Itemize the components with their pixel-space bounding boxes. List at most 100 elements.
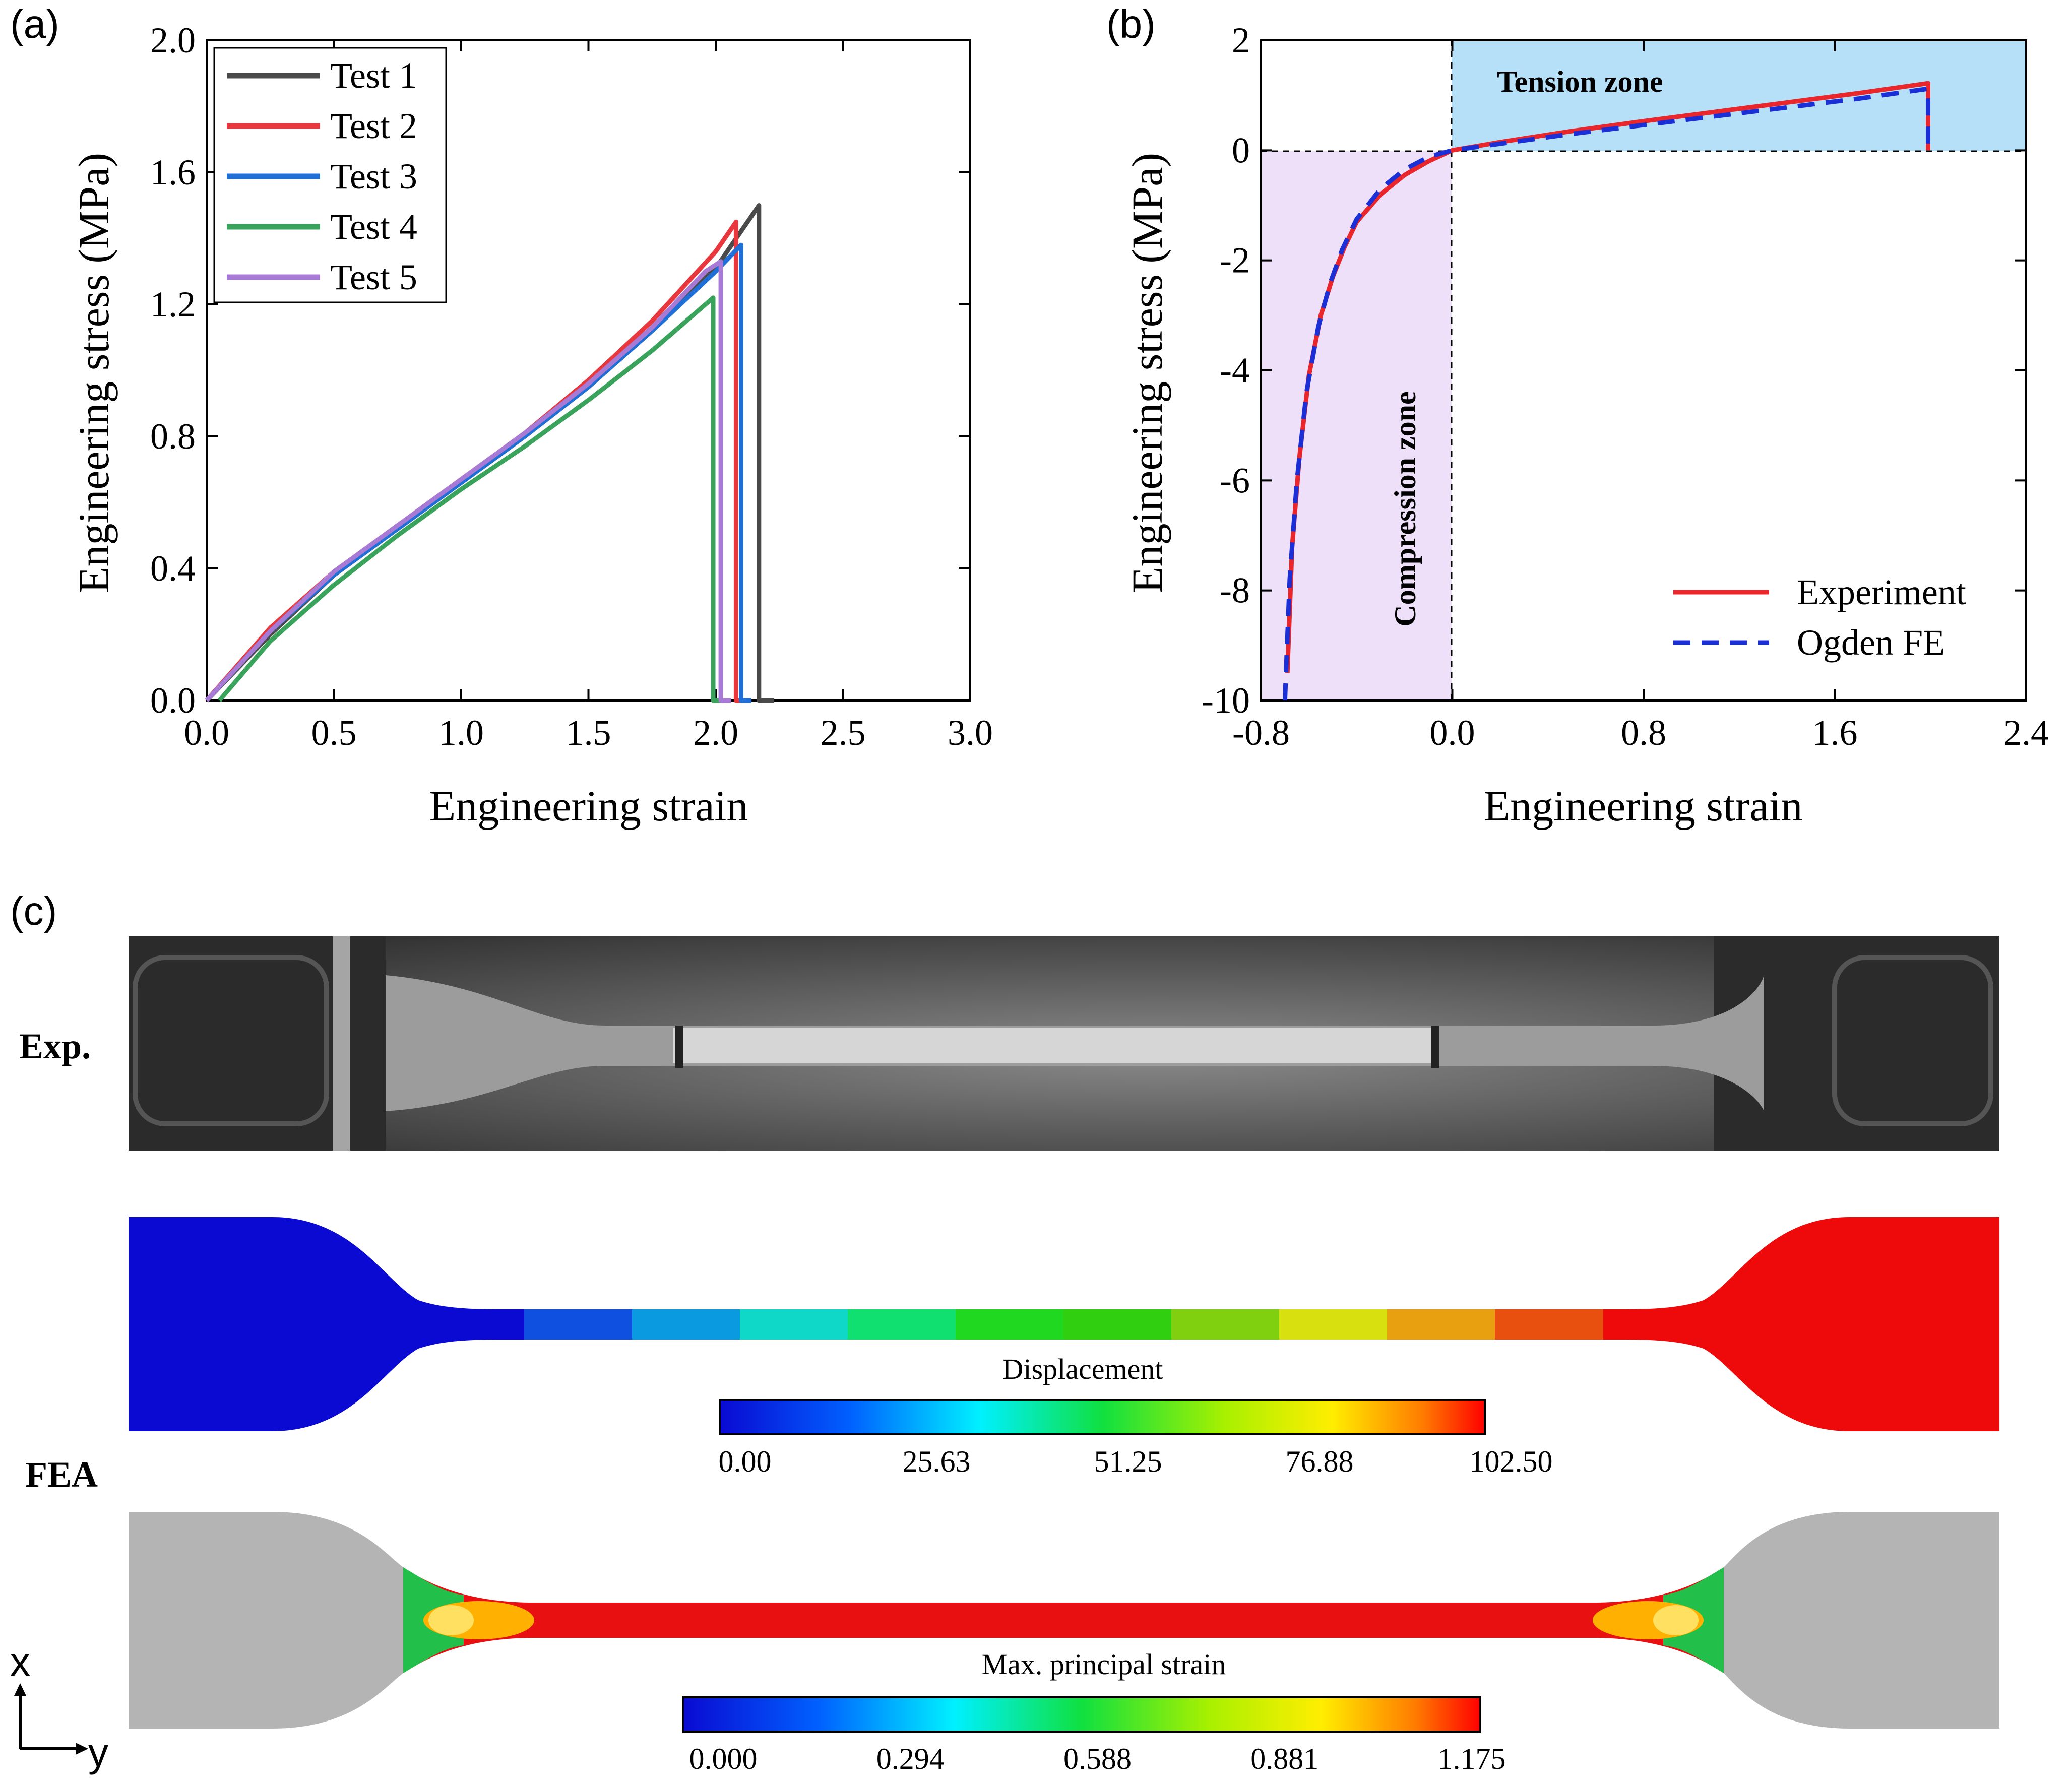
legend-label: Ogden FE xyxy=(1797,622,1945,663)
tension-zone-label: Tension zone xyxy=(1497,65,1663,98)
panel-a: (a) 0.0 0.5 1.0 1.5 2.0 2.5 3.0 0.0 0.4 0.8 1.2 1.6… xyxy=(10,2,993,830)
ticks-b: -0.8 0.0 0.8 1.6 2.4 2 0 -2 -4 -6 -8 -10 xyxy=(1202,20,2049,753)
legend-label: Test 2 xyxy=(330,106,417,146)
displacement-band xyxy=(740,1309,848,1340)
x-tick-label: 0.0 xyxy=(1430,713,1475,753)
x-tick-label: 0.8 xyxy=(1621,713,1666,753)
displacement-band xyxy=(956,1309,1064,1340)
y-tick-label: 2.0 xyxy=(150,20,196,60)
colorbar-tick-label: 102.50 xyxy=(1470,1445,1553,1478)
y-tick-label: 0.8 xyxy=(150,416,196,457)
x-tick-label: 0.0 xyxy=(184,713,229,753)
x-axis-label-b: Engineering strain xyxy=(1484,782,1803,830)
y-tick-label: -10 xyxy=(1202,680,1250,721)
triad-y-label: y xyxy=(88,1730,108,1775)
series-line-test-5 xyxy=(205,259,731,703)
y-tick-label: -2 xyxy=(1220,240,1250,281)
specimen-gauge-section xyxy=(673,1028,1439,1063)
x-tick-label: 3.0 xyxy=(948,713,993,753)
row-label-exp: Exp. xyxy=(19,1026,91,1066)
left-grip-bolt xyxy=(133,955,329,1126)
displacement-band xyxy=(1279,1309,1388,1340)
colorbar-tick-label: 0.294 xyxy=(876,1742,945,1775)
y-tick-label: 1.2 xyxy=(150,284,196,325)
fea-displacement xyxy=(129,1217,1999,1431)
displacement-right-grip xyxy=(1603,1217,1999,1431)
gauge-mark-left xyxy=(675,1026,683,1068)
displacement-left-grip xyxy=(129,1217,524,1431)
row-label-fea: FEA xyxy=(25,1454,98,1495)
x-tick-label: -0.8 xyxy=(1232,713,1290,753)
x-tick-label: 2.4 xyxy=(2003,713,2049,753)
x-tick-label: 0.5 xyxy=(311,713,357,753)
x-tick-label: 2.0 xyxy=(693,713,738,753)
axis-triad: x y xyxy=(10,1639,108,1775)
series-line-test-3 xyxy=(205,242,751,703)
x-tick-label: 1.6 xyxy=(1812,713,1858,753)
left-grip-edge xyxy=(333,936,350,1151)
experiment-photo xyxy=(129,936,1999,1151)
legend-label: Test 3 xyxy=(330,156,417,197)
panel-label-b: (b) xyxy=(1106,2,1156,46)
displacement-band xyxy=(1171,1309,1280,1340)
triad-x-label: x xyxy=(10,1639,30,1684)
panel-b: (b) -0.8 0.0 0.8 1.6 2.4 2 0 -2 -4 -6 -8 -10 Tensio… xyxy=(1106,2,2049,830)
series-line-test-4 xyxy=(217,295,721,703)
displacement-colorbar-ticks: 0.00 25.63 51.25 76.88 102.50 xyxy=(719,1445,1553,1478)
strain-gauge-section xyxy=(403,1567,1724,1673)
colorbar-tick-label: 76.88 xyxy=(1286,1445,1354,1478)
strain-title: Max. principal strain xyxy=(982,1648,1226,1681)
displacement-band xyxy=(632,1309,740,1340)
strain-colorbar-ticks: 0.000 0.294 0.588 0.881 1.175 xyxy=(689,1742,1506,1775)
y-tick-label: -6 xyxy=(1220,460,1250,500)
displacement-bands xyxy=(524,1309,1603,1340)
strain-left-peak-region xyxy=(428,1605,474,1635)
series-b xyxy=(1282,81,1930,701)
series-line-ogden-fe xyxy=(1282,86,1930,701)
y-tick-label: 1.6 xyxy=(150,152,196,193)
panel-c: (c) Exp. FEA Displacement 0.00 25.63 51.25… xyxy=(10,888,1999,1775)
y-tick-label: 0.4 xyxy=(150,548,196,589)
displacement-band xyxy=(524,1309,633,1340)
y-tick-label: -4 xyxy=(1220,350,1250,391)
y-tick-label: 2 xyxy=(1232,20,1250,60)
colorbar-tick-label: 0.00 xyxy=(719,1445,772,1478)
legend-label: Experiment xyxy=(1797,572,1966,612)
gauge-mark-right xyxy=(1431,1026,1439,1068)
y-tick-label: 0 xyxy=(1232,130,1250,170)
x-tick-label: 2.5 xyxy=(821,713,866,753)
panel-label-c: (c) xyxy=(10,888,57,933)
triad-y-arrowhead xyxy=(76,1743,88,1755)
colorbar-tick-label: 1.175 xyxy=(1438,1742,1506,1775)
colorbar-tick-label: 51.25 xyxy=(1094,1445,1162,1478)
colorbar-tick-label: 0.881 xyxy=(1250,1742,1318,1775)
displacement-band xyxy=(1387,1309,1495,1340)
legend-label: Test 4 xyxy=(330,207,417,247)
fea-strain xyxy=(129,1512,1999,1729)
legend-label: Test 1 xyxy=(330,55,417,96)
triad-x-arrowhead xyxy=(14,1683,26,1696)
y-axis-label-a: Engineering stress (MPa) xyxy=(70,153,118,593)
displacement-title: Displacement xyxy=(1002,1353,1163,1385)
x-tick-label: 1.5 xyxy=(566,713,611,753)
displacement-colorbar xyxy=(719,1399,1486,1435)
y-tick-label: -8 xyxy=(1220,570,1250,611)
y-tick-label: 0.0 xyxy=(150,680,196,721)
compression-zone-shade xyxy=(1261,151,1452,700)
displacement-band xyxy=(848,1309,956,1340)
displacement-band xyxy=(1495,1309,1603,1340)
y-axis-label-b: Engineering stress (MPa) xyxy=(1123,153,1171,593)
strain-right-peak-region xyxy=(1653,1605,1699,1635)
colorbar-tick-label: 0.000 xyxy=(689,1742,758,1775)
displacement-band xyxy=(1063,1309,1172,1340)
legend-a: Test 1 Test 2 Test 3 Test 4 Test 5 xyxy=(213,47,447,303)
right-grip-bolt xyxy=(1832,955,1993,1126)
series-a xyxy=(205,203,775,703)
x-tick-label: 1.0 xyxy=(438,713,484,753)
series-line-experiment xyxy=(1285,81,1930,673)
panel-label-a: (a) xyxy=(10,2,59,46)
compression-zone-label: Compression zone xyxy=(1389,391,1422,626)
colorbar-tick-label: 25.63 xyxy=(903,1445,971,1478)
ticks-a: 0.0 0.5 1.0 1.5 2.0 2.5 3.0 0.0 0.4 0.8 1.2 1.6 2.0 xyxy=(150,20,993,753)
